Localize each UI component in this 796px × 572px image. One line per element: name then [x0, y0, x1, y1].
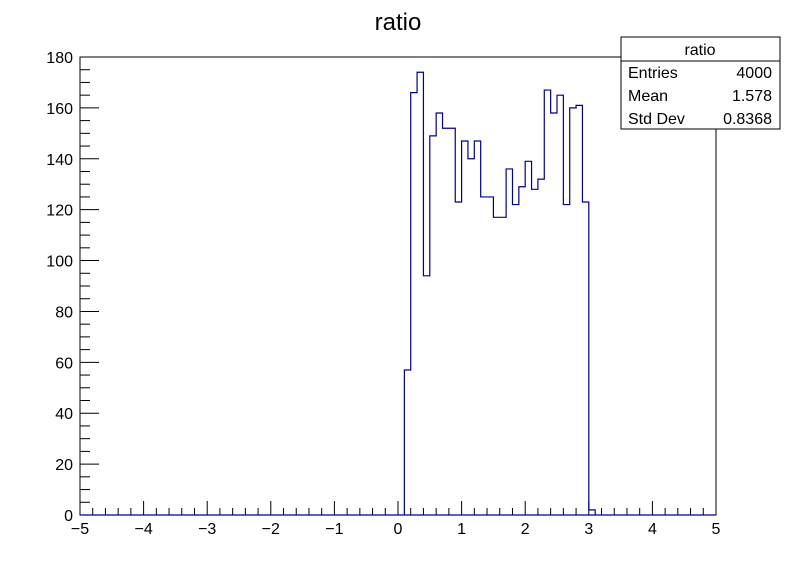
y-tick-label: 120 — [46, 203, 73, 220]
x-tick-label: −5 — [71, 521, 89, 538]
histogram-bar — [589, 510, 595, 515]
stats-stddev-value: 0.8368 — [723, 111, 772, 128]
histogram-bar — [525, 161, 531, 515]
histogram-bar — [538, 179, 544, 515]
y-axis: 0 20 40 60 80 100 120 140 160 180 — [46, 50, 99, 525]
histogram-bar — [512, 205, 518, 515]
stats-mean-label: Mean — [628, 88, 668, 105]
histogram-outline — [80, 71, 716, 516]
x-tick-label: −2 — [262, 521, 280, 538]
histogram-bar — [576, 105, 582, 515]
x-tick-label: −4 — [134, 521, 152, 538]
histogram-bar — [544, 90, 550, 515]
x-tick-label: 3 — [584, 521, 593, 538]
stats-stddev-label: Std Dev — [628, 111, 685, 128]
histogram-bar — [474, 141, 480, 515]
chart-title: ratio — [375, 9, 422, 36]
histogram-bar — [430, 136, 436, 515]
x-tick-label: −3 — [198, 521, 216, 538]
x-tick-label: −1 — [325, 521, 343, 538]
y-tick-label: 160 — [46, 101, 73, 118]
y-tick-label: 0 — [64, 508, 73, 525]
histogram-bar — [468, 159, 474, 515]
y-tick-label: 80 — [55, 304, 73, 321]
histogram-bar — [500, 217, 506, 515]
histogram-bar — [436, 113, 442, 515]
x-tick-label: 1 — [457, 521, 466, 538]
histogram-bar — [404, 370, 410, 515]
stats-box-frame — [620, 36, 781, 130]
histogram-bar — [570, 108, 576, 515]
stats-entries-value: 4000 — [736, 65, 772, 82]
histogram-bar — [417, 72, 423, 515]
stats-mean-value: 1.578 — [732, 88, 772, 105]
histogram-bar — [423, 276, 429, 515]
histogram-bar — [506, 169, 512, 515]
histogram-bar — [493, 217, 499, 515]
y-tick-label: 180 — [46, 50, 73, 67]
y-tick-label: 20 — [55, 457, 73, 474]
histogram-bar — [582, 202, 588, 515]
histogram-bar — [462, 141, 468, 515]
x-tick-label: 0 — [394, 521, 403, 538]
stats-entries-label: Entries — [628, 65, 678, 82]
x-tick-label: 4 — [648, 521, 657, 538]
histogram-bars — [404, 72, 595, 515]
x-axis: −5 −4 −3 −2 −1 0 1 2 3 4 5 — [71, 501, 721, 538]
y-tick-label: 100 — [46, 254, 73, 271]
histogram-bar — [532, 189, 538, 515]
stats-box: ratio Entries 4000 Mean 1.578 Std Dev 0.… — [620, 36, 781, 130]
histogram-bar — [443, 128, 449, 515]
histogram-bar — [557, 95, 563, 515]
y-tick-label: 40 — [55, 406, 73, 423]
y-tick-label: 140 — [46, 152, 73, 169]
stats-box-title: ratio — [684, 42, 715, 59]
histogram-bar — [481, 197, 487, 515]
histogram-bar — [455, 202, 461, 515]
histogram-bar — [449, 128, 455, 515]
y-tick-label: 60 — [55, 355, 73, 372]
histogram-bar — [487, 197, 493, 515]
histogram-bar — [411, 93, 417, 515]
histogram-bar — [551, 113, 557, 515]
x-tick-label: 5 — [712, 521, 721, 538]
histogram-bar — [519, 187, 525, 515]
x-tick-label: 2 — [521, 521, 530, 538]
histogram-bar — [563, 205, 569, 515]
